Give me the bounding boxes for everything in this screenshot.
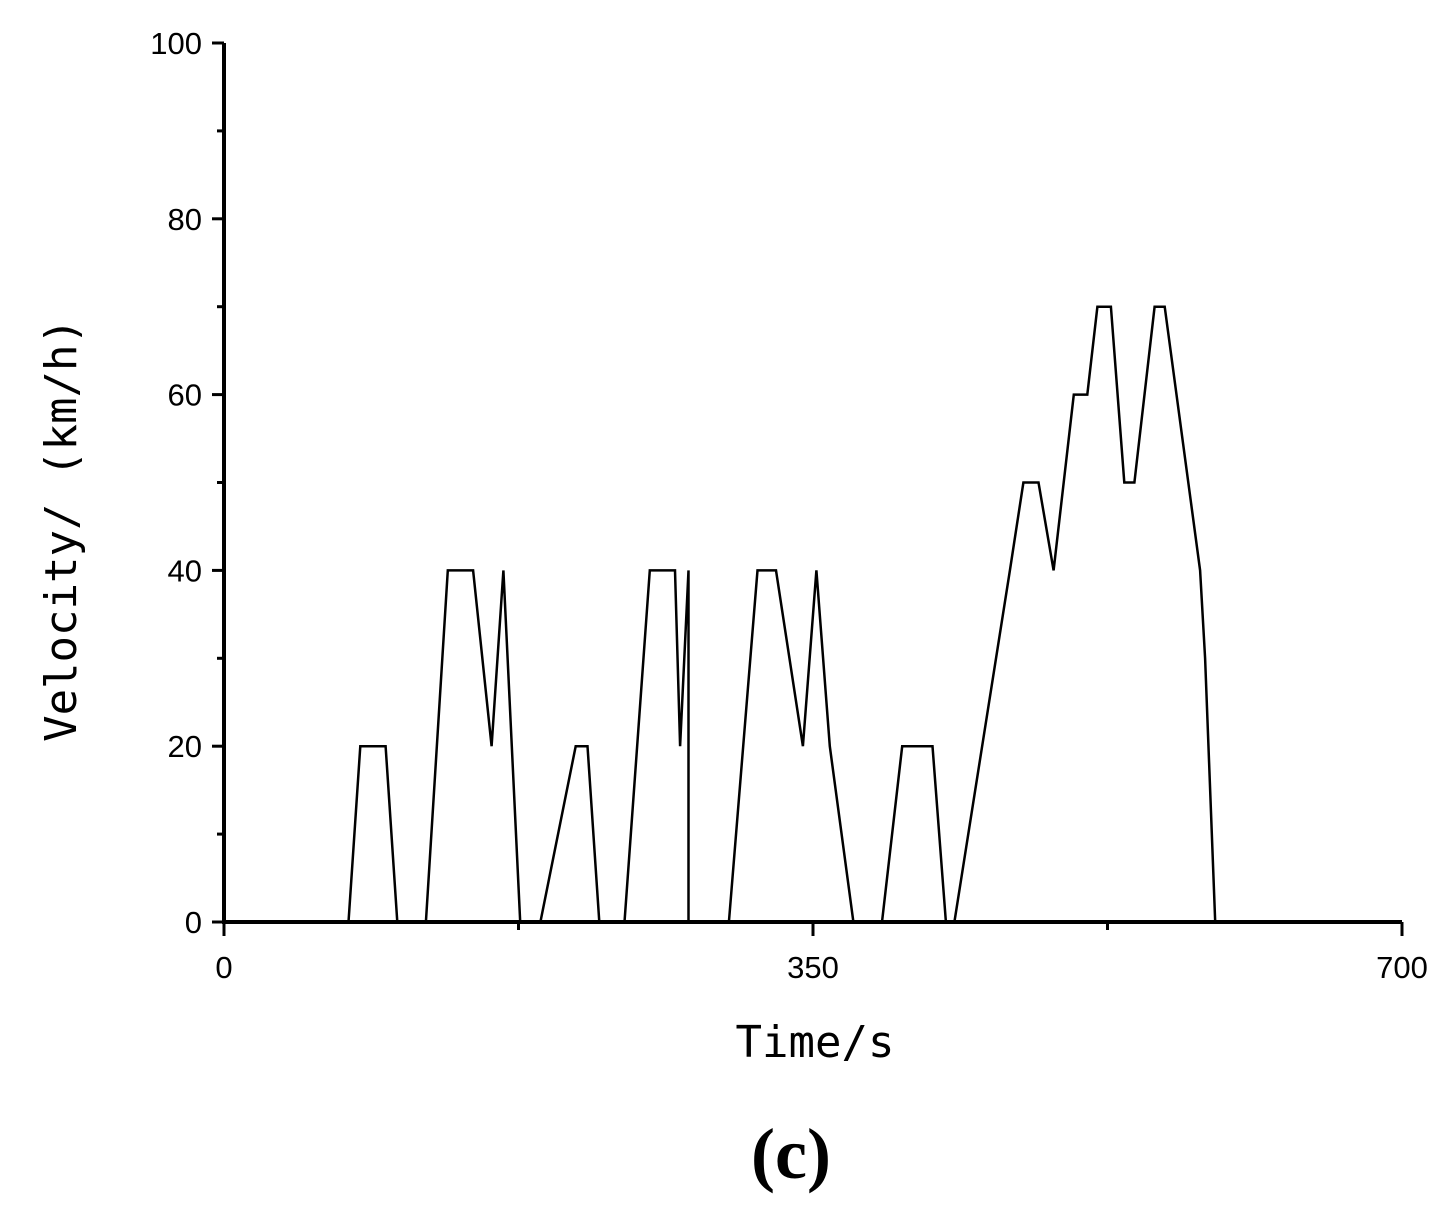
y-tick-label: 100 xyxy=(150,26,202,61)
y-tick-label: 0 xyxy=(185,905,202,940)
axes xyxy=(222,43,1402,924)
x-tick-label: 700 xyxy=(1376,950,1428,985)
x-tick-label: 0 xyxy=(215,950,232,985)
series-layer xyxy=(224,305,1402,924)
y-tick-label: 80 xyxy=(168,202,202,237)
velocity-series-line xyxy=(224,305,1402,924)
y-tick-label: 40 xyxy=(168,553,202,588)
y-tick-label: 20 xyxy=(168,729,202,764)
panel-label: (c) xyxy=(751,1114,831,1194)
ticks: 0 20 40 60 80 100 0 350 700 xyxy=(150,26,1428,985)
x-axis-title: Time/s xyxy=(736,1017,895,1068)
y-axis-title: Velocity/ (km/h) xyxy=(36,318,87,742)
y-tick-label: 60 xyxy=(168,378,202,413)
x-tick-label: 350 xyxy=(787,950,839,985)
